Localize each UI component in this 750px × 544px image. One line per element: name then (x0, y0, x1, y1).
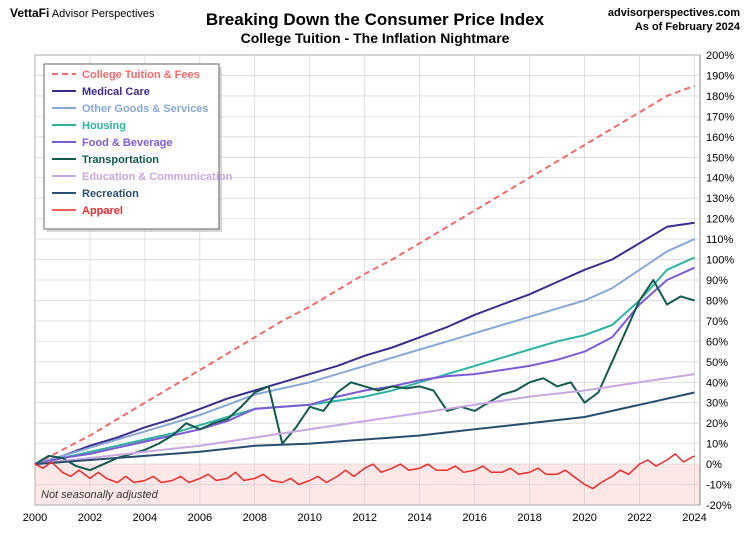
svg-text:10%: 10% (706, 439, 728, 451)
x-axis: 2000 2002 2004 2006 2008 2010 2012 2014 2016 2018… (23, 512, 707, 524)
svg-text:190%: 190% (706, 70, 734, 82)
svg-text:2002: 2002 (78, 512, 102, 524)
svg-text:140%: 140% (706, 173, 734, 185)
svg-text:2014: 2014 (407, 512, 431, 524)
svg-text:200%: 200% (706, 50, 734, 62)
legend-label: Recreation (82, 188, 139, 200)
svg-text:2010: 2010 (298, 512, 322, 524)
svg-text:130%: 130% (706, 193, 734, 205)
legend-label: Housing (82, 120, 126, 132)
svg-text:2016: 2016 (462, 512, 486, 524)
svg-text:150%: 150% (706, 152, 734, 164)
legend-label: Transportation (82, 154, 159, 166)
svg-text:80%: 80% (706, 295, 728, 307)
svg-text:30%: 30% (706, 398, 728, 410)
svg-text:120%: 120% (706, 214, 734, 226)
legend-label: Other Goods & Services (82, 103, 209, 115)
svg-text:60%: 60% (706, 336, 728, 348)
svg-text:-10%: -10% (706, 480, 732, 492)
svg-text:2008: 2008 (243, 512, 267, 524)
legend: College Tuition & Fees Medical Care Other … (44, 64, 233, 232)
svg-text:160%: 160% (706, 132, 734, 144)
svg-text:180%: 180% (706, 91, 734, 103)
legend-label: Education & Communication (82, 171, 233, 183)
svg-text:2012: 2012 (353, 512, 377, 524)
svg-text:20%: 20% (706, 418, 728, 430)
svg-text:2018: 2018 (517, 512, 541, 524)
svg-text:90%: 90% (706, 275, 728, 287)
chart-svg: -20% -10% 0% 10% 20% 30% 40% 50% 60% 70% 80% 90% 100… (0, 0, 750, 544)
y-axis: -20% -10% 0% 10% 20% 30% 40% 50% 60% 70% 80% 90% 100… (706, 50, 734, 512)
svg-text:50%: 50% (706, 357, 728, 369)
legend-label: College Tuition & Fees (82, 69, 200, 81)
footnote: Not seasonally adjusted (41, 489, 158, 501)
svg-text:-20%: -20% (706, 500, 732, 512)
svg-text:2000: 2000 (23, 512, 47, 524)
legend-label: Food & Beverage (82, 137, 172, 149)
svg-text:70%: 70% (706, 316, 728, 328)
svg-text:2004: 2004 (133, 512, 157, 524)
svg-text:2020: 2020 (572, 512, 596, 524)
svg-text:110%: 110% (706, 234, 734, 246)
legend-label: Medical Care (82, 86, 150, 98)
legend-label: Apparel (82, 205, 123, 217)
svg-text:40%: 40% (706, 377, 728, 389)
svg-text:0%: 0% (706, 459, 722, 471)
svg-text:2022: 2022 (627, 512, 651, 524)
svg-text:100%: 100% (706, 255, 734, 267)
svg-text:170%: 170% (706, 111, 734, 123)
svg-text:2006: 2006 (188, 512, 212, 524)
svg-text:2024: 2024 (682, 512, 706, 524)
